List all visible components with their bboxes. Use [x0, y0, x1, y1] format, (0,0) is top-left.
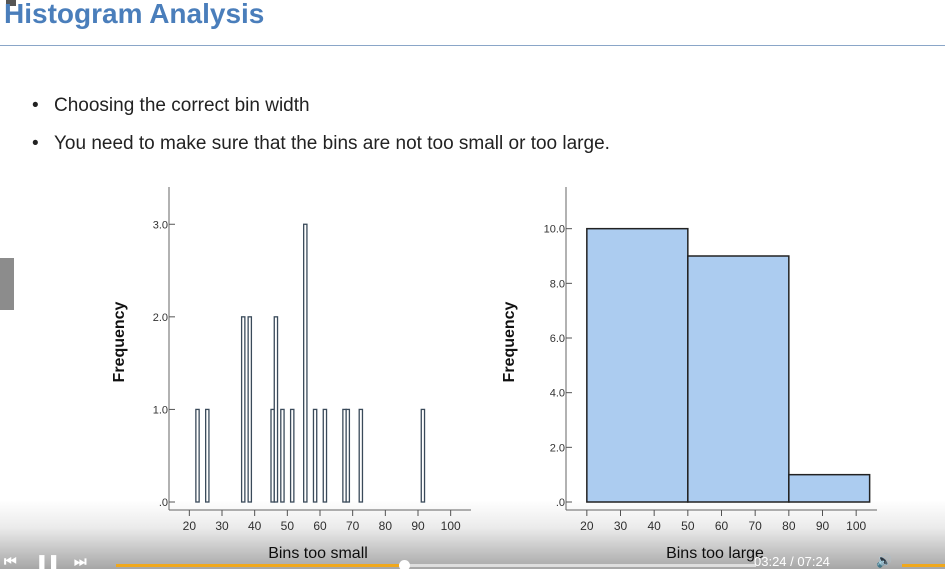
progress-bar[interactable]	[116, 560, 756, 571]
y-tick-label: 10.0	[544, 224, 565, 236]
bullet-text: You need to make sure that the bins are …	[54, 133, 610, 154]
side-panel-tab[interactable]	[0, 258, 14, 310]
y-tick-label: 4.0	[550, 388, 565, 400]
bar	[205, 408, 210, 503]
y-tick-label: .0	[556, 497, 565, 509]
x-tick-label: 30	[215, 519, 229, 533]
bar	[303, 223, 308, 503]
progress-handle[interactable]	[399, 560, 410, 571]
x-tick-label: 80	[782, 519, 796, 533]
x-tick-label: 90	[816, 519, 830, 533]
x-tick-label: 50	[281, 519, 295, 533]
skip-back-icon[interactable]: ⏮	[4, 553, 17, 569]
x-tick-label: 100	[846, 519, 866, 533]
x-tick-label: 40	[647, 519, 661, 533]
bar	[358, 408, 364, 503]
pause-icon[interactable]: ❚❚	[36, 553, 60, 569]
y-tick-label: 2.0	[153, 312, 168, 324]
bar	[289, 408, 295, 503]
x-tick-label: 30	[614, 519, 628, 533]
y-tick-label: 2.0	[550, 442, 565, 454]
x-tick-label: 90	[411, 519, 425, 533]
y-axis-label: Frequency	[111, 301, 128, 382]
bullet-text: Choosing the correct bin width	[54, 95, 310, 116]
x-tick-label: 20	[580, 519, 594, 533]
x-tick-label: 40	[248, 519, 262, 533]
bullet-list: • Choosing the correct bin width • You nee…	[32, 92, 610, 168]
bar	[788, 473, 871, 503]
bullet-item: • Choosing the correct bin width	[32, 92, 610, 130]
slide-title: Histogram Analysis	[4, 0, 265, 29]
bar	[322, 408, 328, 503]
bar	[247, 316, 253, 503]
x-tick-label: 70	[748, 519, 762, 533]
bar	[586, 227, 689, 503]
histogram-bins-too-small: .0 1.0 2.0 3.0 20 30 40 50 60 70 80 90 100 Frequency…	[111, 187, 471, 562]
volume-slider[interactable]	[902, 564, 945, 567]
bar	[280, 408, 285, 503]
bullet-dot: •	[32, 95, 39, 116]
plot-area: .0 1.0 2.0 3.0 20 30 40 50 60 70 80 90 100	[153, 187, 471, 533]
bar	[273, 316, 279, 503]
bullet-dot: •	[32, 133, 39, 154]
y-tick-label: .0	[159, 497, 168, 509]
x-tick-label: 20	[183, 519, 197, 533]
y-tick-label: 8.0	[550, 278, 565, 290]
bar	[420, 408, 426, 503]
x-tick-label: 70	[346, 519, 360, 533]
video-player-controls: ⏮ ❚❚ ⏭ 03:24 / 07:24 🔊	[0, 553, 945, 571]
skip-forward-icon[interactable]: ⏭	[74, 553, 87, 569]
x-axis-label: Bins too small	[268, 545, 368, 562]
histogram-bins-too-large: .0 2.0 4.0 6.0 8.0 10.0 20 30 40 50 60 70 80 90 100 Fr…	[501, 187, 877, 562]
progress-fill	[116, 564, 404, 567]
plot-area: .0 2.0 4.0 6.0 8.0 10.0 20 30 40 50 60 70 80 90 100	[544, 187, 877, 533]
volume-icon[interactable]: 🔊	[876, 553, 893, 568]
bar	[687, 255, 790, 503]
bar	[345, 408, 351, 503]
y-tick-label: 1.0	[153, 404, 168, 416]
bullet-item: • You need to make sure that the bins are…	[32, 130, 610, 168]
x-tick-label: 100	[441, 519, 461, 533]
x-tick-label: 50	[681, 519, 695, 533]
y-axis-label: Frequency	[501, 301, 518, 382]
corner-mark	[6, 0, 16, 6]
x-tick-label: 60	[313, 519, 327, 533]
x-tick-label: 80	[379, 519, 393, 533]
bar	[195, 408, 200, 503]
time-readout: 03:24 / 07:24	[754, 554, 830, 569]
y-tick-label: 6.0	[550, 333, 565, 345]
x-tick-label: 60	[715, 519, 729, 533]
bar	[240, 316, 246, 503]
x-axis-label: Bins too large	[666, 545, 764, 562]
y-tick-label: 3.0	[153, 219, 168, 231]
title-divider	[0, 45, 945, 46]
bar	[312, 408, 318, 503]
